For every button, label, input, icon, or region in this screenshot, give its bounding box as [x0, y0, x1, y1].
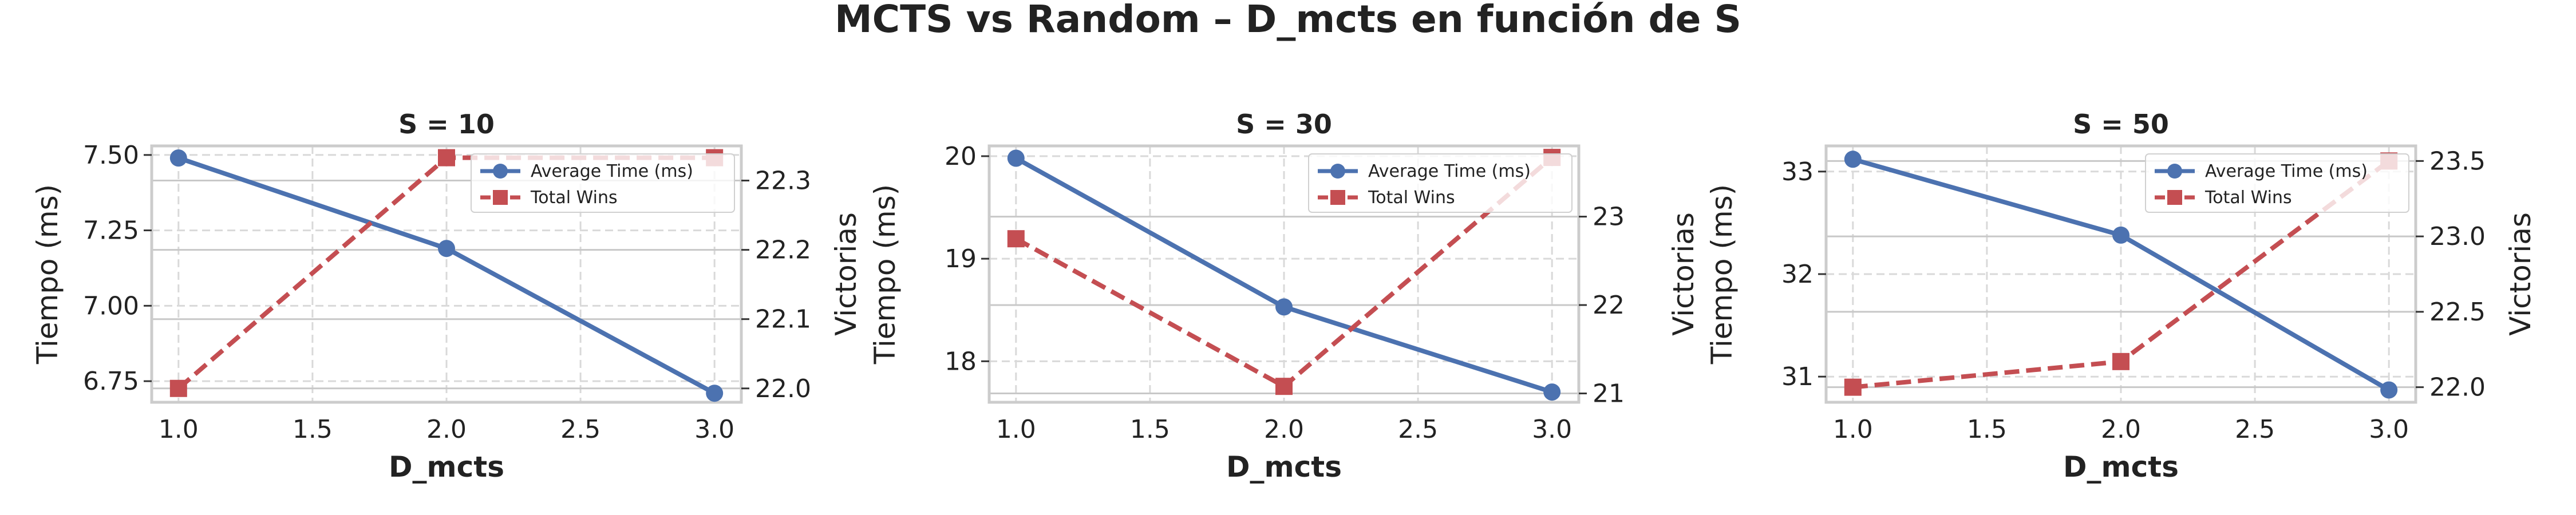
x-tick-label: 3.0 [694, 415, 734, 444]
y2-axis-label: Victorias [829, 212, 863, 336]
y-tick-label: 7.50 [83, 141, 139, 170]
legend-marker [2167, 190, 2182, 205]
panel-title: S = 10 [398, 109, 495, 140]
x-tick-label: 1.0 [996, 415, 1036, 444]
x-axis-label: D_mcts [2063, 450, 2179, 484]
x-axis-label: D_mcts [389, 450, 504, 484]
data-point [1844, 150, 1862, 168]
legend-label: Total Wins [2204, 188, 2292, 208]
y-axis-label: Tiempo (ms) [868, 184, 902, 365]
y2-tick-label: 22.2 [755, 236, 811, 265]
legend-marker [493, 164, 508, 179]
legend-label: Total Wins [1368, 188, 1455, 208]
legend-label: Average Time (ms) [2205, 161, 2368, 181]
x-tick-label: 2.0 [426, 415, 467, 444]
x-tick-label: 1.5 [1130, 415, 1170, 444]
x-tick-label: 2.5 [560, 415, 600, 444]
x-tick-label: 2.0 [1264, 415, 1304, 444]
data-point [438, 149, 455, 167]
y2-axis-label: Victorias [2504, 212, 2537, 336]
y2-tick-label: 22.1 [755, 305, 811, 334]
plot-frame [150, 144, 743, 404]
y2-tick-label: 22 [1593, 291, 1625, 320]
y2-tick-label: 22.0 [755, 374, 811, 403]
x-tick-label: 2.5 [1398, 415, 1438, 444]
x-tick-label: 1.5 [293, 415, 333, 444]
x-tick-label: 2.0 [2101, 415, 2141, 444]
y2-axis-label: Victorias [1667, 212, 1700, 336]
data-point [1007, 230, 1025, 248]
figure-title: MCTS vs Random – D_mcts en función de S [835, 0, 1741, 41]
y2-tick-label: 22.0 [2429, 373, 2486, 402]
y2-tick-label: 23.0 [2429, 222, 2486, 251]
data-point [438, 240, 455, 258]
data-point [1007, 149, 1025, 167]
y-tick-label: 31 [1781, 362, 1814, 391]
y2-tick-label: 21 [1593, 379, 1625, 409]
plot-frame [987, 144, 1581, 404]
y-tick-label: 7.25 [83, 216, 139, 245]
x-tick-label: 1.0 [159, 415, 199, 444]
y-tick-label: 19 [945, 244, 977, 274]
y2-tick-label: 23 [1593, 203, 1625, 232]
panels: 1.0 1.5 2.0 2.5 3.0 6.75 7.00 7.25 7.50 22.0 22.1 2… [31, 109, 2537, 484]
y2-tick-label: 22.3 [755, 167, 811, 196]
panel-title: S = 30 [1236, 109, 1332, 140]
data-point [1543, 383, 1561, 401]
legend-marker [493, 190, 508, 205]
data-point [169, 379, 187, 397]
legend-box [2145, 153, 2409, 213]
legend-label: Total Wins [530, 188, 618, 208]
y-tick-label: 32 [1781, 260, 1814, 289]
legend-box [1308, 153, 1573, 213]
data-point [169, 149, 187, 167]
x-tick-label: 2.5 [2235, 415, 2275, 444]
data-point [2112, 352, 2129, 370]
data-point [1275, 378, 1293, 395]
y-tick-label: 6.75 [83, 367, 139, 396]
x-tick-label: 3.0 [2369, 415, 2409, 444]
y-tick-label: 7.00 [83, 291, 139, 320]
data-point [1275, 298, 1293, 316]
data-point [706, 385, 724, 402]
x-tick-label: 1.0 [1833, 415, 1873, 444]
y-axis-label: Tiempo (ms) [31, 184, 64, 365]
chart-panel-1: 1.0 1.5 2.0 2.5 3.0 6.75 7.00 7.25 7.50 22.0 22.1 2… [31, 109, 863, 484]
y-tick-label: 20 [945, 142, 977, 171]
y-axis-label: Tiempo (ms) [1705, 184, 1739, 365]
x-tick-label: 3.0 [1532, 415, 1572, 444]
legend-marker [2167, 164, 2182, 179]
data-point [1844, 378, 1862, 396]
legend-box [471, 153, 735, 213]
x-axis-label: D_mcts [1226, 450, 1342, 484]
legend-marker [1330, 164, 1345, 179]
legend-label: Average Time (ms) [531, 161, 693, 181]
data-point [2112, 226, 2129, 244]
y-tick-label: 33 [1781, 157, 1814, 187]
chart-panel-3: 1.0 1.5 2.0 2.5 3.0 31 32 33 22.0 22.5 23.0 23.5 S =… [1705, 109, 2537, 484]
data-point [2380, 381, 2398, 399]
panel-title: S = 50 [2073, 109, 2169, 140]
y-tick-label: 18 [945, 347, 977, 376]
legend-marker [1330, 190, 1345, 205]
x-tick-label: 1.5 [1967, 415, 2007, 444]
chart-panel-2: 1.0 1.5 2.0 2.5 3.0 18 19 20 21 22 23 S = 30 D_mcts T… [868, 109, 1700, 484]
y2-tick-label: 23.5 [2429, 146, 2486, 176]
legend-label: Average Time (ms) [1368, 161, 1531, 181]
y2-tick-label: 22.5 [2429, 298, 2486, 327]
